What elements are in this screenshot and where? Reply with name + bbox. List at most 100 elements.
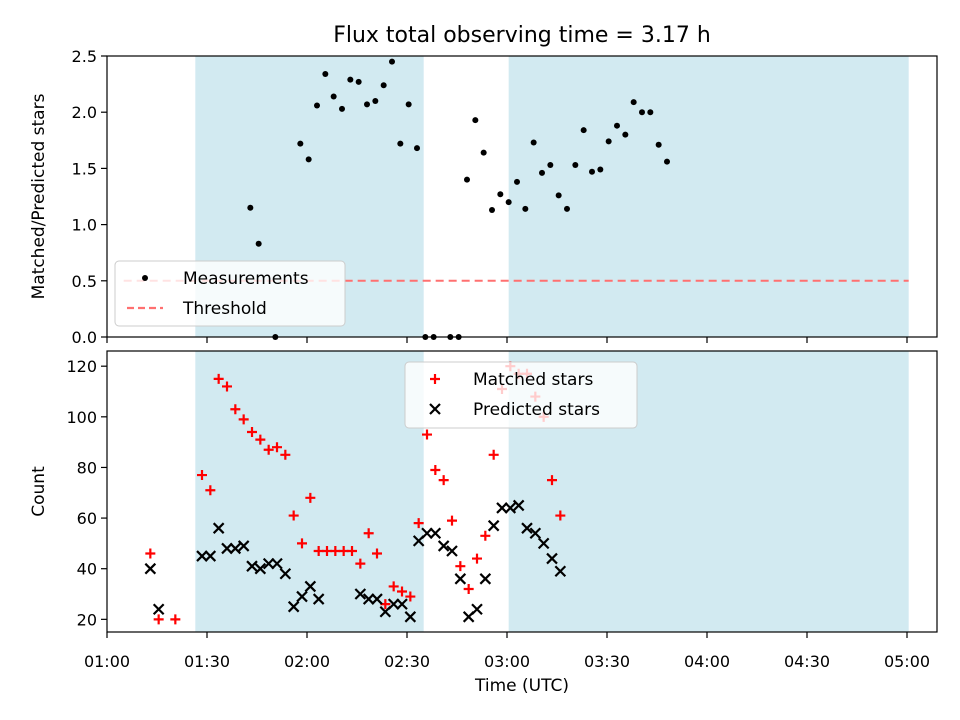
legend-label: Predicted stars <box>473 400 600 420</box>
matched-stars-point <box>280 449 291 460</box>
matched-stars-point <box>297 538 307 549</box>
matched-stars-point <box>197 470 207 481</box>
y-tick-label: 0.0 <box>72 328 97 347</box>
y-tick-label: 40 <box>77 560 97 579</box>
predicted-stars-point <box>254 562 267 575</box>
matched-stars-point <box>230 404 241 415</box>
predicted-stars-point <box>471 603 483 615</box>
x-tick-label: 01:00 <box>84 652 130 671</box>
predicted-stars-point <box>387 598 400 610</box>
measurements-point <box>372 97 379 104</box>
y-tick-label: 1.5 <box>72 159 97 178</box>
measurements-point <box>405 101 412 108</box>
x-tick-label: 02:30 <box>384 652 430 671</box>
legend-label: Matched stars <box>473 370 593 390</box>
measurements-point <box>364 101 370 108</box>
measurements-point <box>480 149 487 156</box>
matched-stars-point <box>170 614 181 625</box>
measurements-point <box>555 192 562 199</box>
x-tick-label: 03:00 <box>484 652 530 671</box>
predicted-stars-point <box>354 588 367 600</box>
predicted-stars-point <box>521 522 533 534</box>
matched-stars-point <box>255 434 266 445</box>
measurements-point <box>514 178 520 185</box>
matched-stars-point <box>380 599 391 610</box>
measurements-point <box>355 78 362 85</box>
y-tick-label: 20 <box>77 610 97 629</box>
y-tick-label: 60 <box>77 509 97 528</box>
predicted-stars-point <box>487 519 500 532</box>
matched-stars-point <box>305 492 316 503</box>
predicted-stars-point <box>454 573 467 585</box>
observing-interval-shade <box>195 351 424 632</box>
time-axis: 01:00 01:30 02:00 02:30 03:00 03:30 04:00 04:30… <box>84 652 930 671</box>
predicted-stars-point <box>496 502 508 514</box>
matched-stars-point <box>205 485 216 496</box>
matched-stars-point <box>488 449 499 460</box>
measurements-point <box>339 105 345 112</box>
x-tick-label: 02:00 <box>284 652 330 671</box>
predicted-stars-point <box>212 522 225 534</box>
predicted-stars-point <box>271 557 283 570</box>
predicted-stars-point <box>479 573 492 585</box>
plot-frame <box>106 55 938 338</box>
matched-stars-point <box>413 518 424 529</box>
matched-stars-point <box>422 429 432 440</box>
predicted-stars-point <box>504 502 517 514</box>
measurements-point <box>464 176 470 183</box>
x-tick-label: 05:00 <box>884 652 930 671</box>
matched-stars-point <box>347 545 357 556</box>
legend-box <box>404 361 638 429</box>
measurements-point <box>539 169 545 176</box>
matched-stars-point <box>272 442 282 453</box>
predicted-stars-point <box>196 550 208 562</box>
measurements-point <box>505 199 512 206</box>
x-tick-label: 04:30 <box>784 652 830 671</box>
measurements-point <box>522 205 529 212</box>
predicted-stars-point <box>446 545 458 557</box>
y-tick-label: 2.0 <box>72 103 97 122</box>
measurements-point <box>255 240 262 247</box>
predicted-stars-point <box>204 550 217 562</box>
measurements-point <box>322 70 329 77</box>
matched-stars-point <box>430 464 441 475</box>
legend-marker <box>142 275 148 281</box>
matched-stars-point <box>405 591 416 602</box>
measurements-point <box>647 109 654 116</box>
measurements-point <box>614 122 620 129</box>
measurements-point <box>397 140 404 147</box>
measurements-point <box>605 138 612 145</box>
predicted-stars-point <box>221 542 233 555</box>
predicted-stars-point <box>529 527 542 540</box>
ratio-panel: 0.0 0.5 1.0 1.5 2.0 2.5 Matched/Predicted star… <box>29 47 938 347</box>
chart-title: Flux total observing time = 3.17 h <box>333 23 711 48</box>
plot-frame <box>106 350 938 633</box>
predicted-stars-point <box>371 593 383 605</box>
measurements-point <box>497 191 504 198</box>
predicted-stars-point <box>362 593 375 605</box>
predicted-stars-point <box>537 537 550 550</box>
predicted-stars-point <box>279 567 292 580</box>
y-tick-label: 2.5 <box>72 47 97 66</box>
matched-stars-point <box>388 581 399 592</box>
measurements-point <box>622 131 629 138</box>
predicted-stars-point <box>304 580 317 593</box>
predicted-stars-point <box>312 593 325 605</box>
legend: Matched stars Predicted stars <box>404 361 638 429</box>
measurements-point <box>580 127 587 134</box>
measurements-point <box>472 117 479 124</box>
predicted-stars-point <box>421 527 433 540</box>
y-tick-label: 100 <box>66 408 97 427</box>
measurements-point <box>572 162 579 169</box>
y-tick-label: 80 <box>77 458 97 477</box>
predicted-stars-point <box>152 603 165 615</box>
matched-stars-point <box>547 475 557 486</box>
measurements-point <box>564 205 570 212</box>
measurements-point <box>389 58 395 65</box>
y-tick-label: 1.0 <box>72 216 97 235</box>
x-tick-label: 03:30 <box>584 652 630 671</box>
matched-stars-point <box>238 414 249 425</box>
matched-stars-point <box>145 548 156 559</box>
predicted-stars-point <box>554 565 567 578</box>
matched-stars-point <box>480 530 491 541</box>
